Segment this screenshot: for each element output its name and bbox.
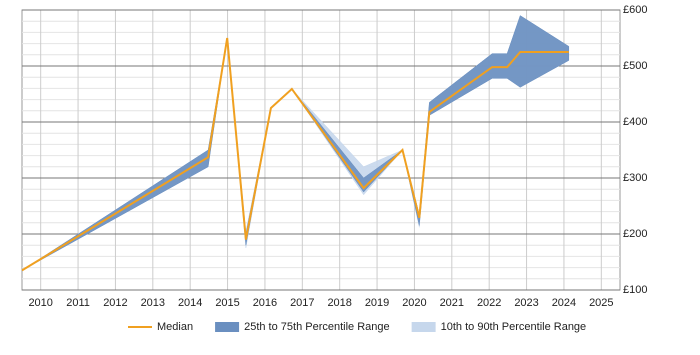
y-tick-label: £600 bbox=[623, 4, 647, 16]
x-tick-label: 2011 bbox=[66, 297, 90, 309]
x-tick-label: 2023 bbox=[514, 297, 538, 309]
legend-label: 10th to 90th Percentile Range bbox=[441, 321, 587, 333]
x-tick-label: 2017 bbox=[290, 297, 314, 309]
x-tick-label: 2021 bbox=[440, 297, 464, 309]
x-tick-label: 2025 bbox=[589, 297, 613, 309]
y-tick-label: £100 bbox=[623, 284, 647, 296]
x-tick-label: 2019 bbox=[365, 297, 389, 309]
y-tick-label: £500 bbox=[623, 60, 647, 72]
legend-label: Median bbox=[157, 321, 193, 333]
x-tick-label: 2013 bbox=[141, 297, 165, 309]
x-tick-label: 2015 bbox=[215, 297, 239, 309]
x-tick-label: 2024 bbox=[552, 297, 576, 309]
x-tick-label: 2022 bbox=[477, 297, 501, 309]
x-tick-label: 2018 bbox=[327, 297, 351, 309]
x-tick-label: 2020 bbox=[402, 297, 426, 309]
y-tick-label: £300 bbox=[623, 172, 647, 184]
y-tick-label: £200 bbox=[623, 228, 647, 240]
legend-label: 25th to 75th Percentile Range bbox=[244, 321, 390, 333]
median-line bbox=[21, 37, 569, 272]
x-tick-label: 2016 bbox=[253, 297, 277, 309]
x-tick-label: 2010 bbox=[28, 297, 52, 309]
x-tick-label: 2012 bbox=[103, 297, 127, 309]
y-tick-label: £400 bbox=[623, 116, 647, 128]
legend-swatch bbox=[215, 322, 240, 332]
legend-swatch bbox=[411, 322, 436, 332]
x-tick-label: 2014 bbox=[178, 297, 202, 309]
